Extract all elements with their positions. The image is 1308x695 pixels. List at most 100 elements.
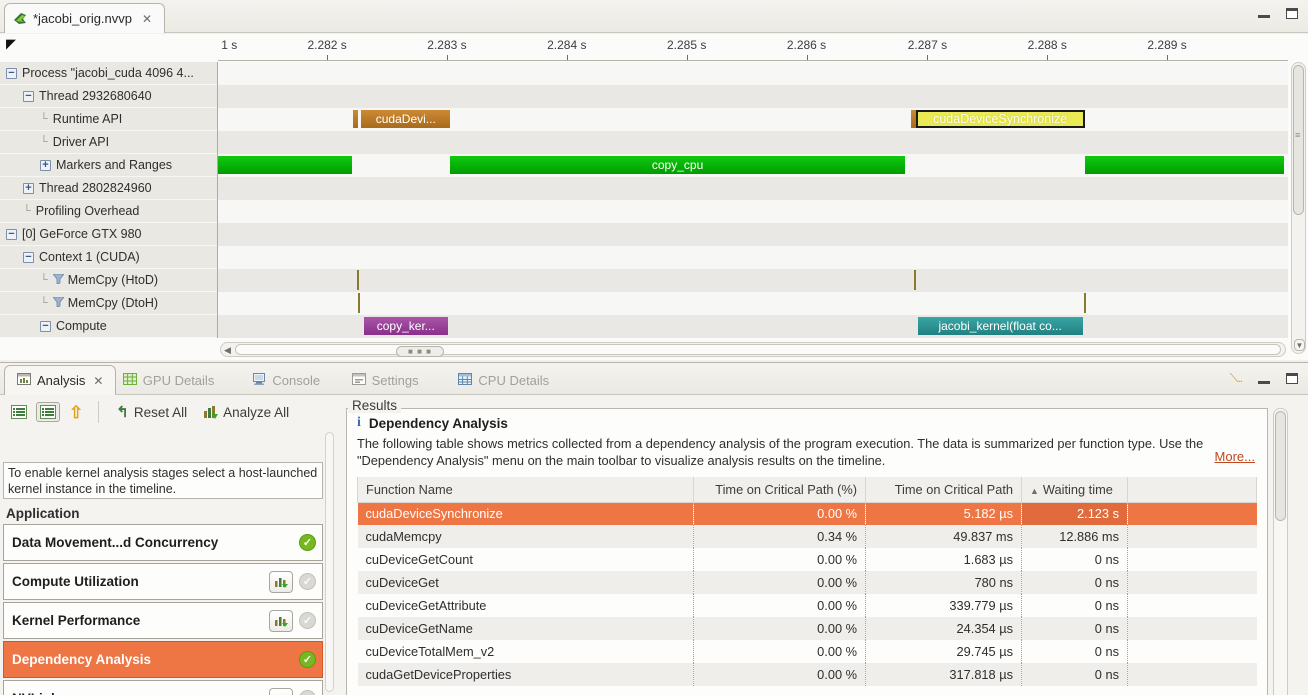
stage-card-data-movement-d-concurrency[interactable]: Data Movement...d Concurrency ✓ bbox=[3, 524, 323, 561]
table-row[interactable]: cuDeviceTotalMem_v2 0.00 % 29.745 µs 0 ns bbox=[357, 640, 1257, 663]
cell-function-name: cuDeviceGet bbox=[357, 571, 694, 594]
memcpy-tick[interactable] bbox=[358, 293, 361, 313]
cell-value: 0 ns bbox=[1021, 548, 1128, 571]
column-header-time-on-critical-path[interactable]: Time on Critical Path bbox=[865, 477, 1022, 503]
interval-bar[interactable] bbox=[218, 156, 352, 174]
table-row[interactable]: cuDeviceGetName 0.00 % 24.354 µs 0 ns bbox=[357, 617, 1257, 640]
reset-all-button[interactable]: ↰ Reset All bbox=[111, 403, 192, 422]
tree-row-runtime-api[interactable]: └ Runtime API bbox=[0, 108, 217, 131]
collapse-icon[interactable]: − bbox=[23, 90, 34, 102]
cell-function-name: cudaGetDeviceProperties bbox=[357, 663, 694, 686]
interval-bar[interactable] bbox=[1084, 156, 1284, 174]
tree-row-driver-api[interactable]: └ Driver API bbox=[0, 131, 217, 154]
collapse-icon[interactable]: − bbox=[6, 67, 17, 79]
tree-row-thread-2802824960[interactable]: + Thread 2802824960 bbox=[0, 177, 217, 200]
cell-value: 0.00 % bbox=[693, 571, 866, 594]
results-scroll-thumb[interactable] bbox=[1275, 411, 1286, 521]
tree-row-label: Process "jacobi_cuda 4096 4... bbox=[22, 66, 194, 80]
vscroll-down-arrow-icon[interactable]: ▼ bbox=[1294, 339, 1305, 351]
hscroll-track[interactable]: ■ ■ ■ bbox=[235, 344, 1281, 357]
timeline-row bbox=[218, 246, 1288, 269]
cell-empty bbox=[1127, 525, 1257, 548]
results-box: i Dependency Analysis The following tabl… bbox=[346, 408, 1268, 695]
table-row[interactable]: cudaMemcpy 0.34 % 49.837 ms 12.886 ms bbox=[357, 525, 1257, 548]
cell-value: 0 ns bbox=[1021, 663, 1128, 686]
tab-close-icon[interactable]: ✕ bbox=[142, 11, 153, 26]
tab-console[interactable]: Console bbox=[240, 365, 332, 395]
tree-row-context-1-cuda-[interactable]: − Context 1 (CUDA) bbox=[0, 246, 217, 269]
hscroll-thumb[interactable]: ■ ■ ■ bbox=[396, 346, 444, 357]
stage-card-compute-utilization[interactable]: Compute Utilization ✓ bbox=[3, 563, 323, 600]
interval-bar-copy-cpu[interactable]: copy_cpu bbox=[450, 156, 905, 174]
tab-close-icon[interactable]: ✕ bbox=[93, 373, 104, 388]
cell-value: 29.745 µs bbox=[865, 640, 1022, 663]
interval-bar-copy-ker-[interactable]: copy_ker... bbox=[363, 317, 449, 335]
expand-icon[interactable]: + bbox=[23, 182, 34, 194]
hscroll-left-arrow-icon[interactable]: ◀ bbox=[224, 345, 231, 355]
tree-row-markers-and-ranges[interactable]: + Markers and Ranges bbox=[0, 154, 217, 177]
ruler-tick-label: 1 s bbox=[221, 38, 238, 52]
tree-row-process-jacobi-cuda-4096-4-[interactable]: − Process "jacobi_cuda 4096 4... bbox=[0, 62, 217, 85]
interval-bar-cudadevicesynchronize[interactable]: cudaDeviceSynchronize bbox=[915, 110, 1085, 128]
memcpy-tick[interactable] bbox=[1083, 293, 1086, 313]
stage-chart-button[interactable] bbox=[269, 687, 293, 695]
timeline-horizontal-scrollbar[interactable]: ◀ ■ ■ ■ bbox=[220, 342, 1286, 357]
stage-card-kernel-performance[interactable]: Kernel Performance ✓ bbox=[3, 602, 323, 639]
tab-gpu-details[interactable]: GPU Details bbox=[111, 365, 227, 395]
guided-analysis-view-button[interactable] bbox=[8, 403, 30, 421]
tree-row-memcpy-htod-[interactable]: └ MemCpy (HtoD) bbox=[0, 269, 217, 292]
vscroll-thumb[interactable] bbox=[1293, 65, 1304, 215]
panel-minimize-icon[interactable] bbox=[1258, 374, 1270, 384]
analyze-all-button[interactable]: Analyze All bbox=[198, 403, 294, 422]
column-header-waiting-time[interactable]: ▲ Waiting time bbox=[1021, 477, 1128, 503]
toolbar-separator bbox=[98, 401, 100, 423]
panel-maximize-icon[interactable] bbox=[1286, 373, 1298, 384]
interval-bar[interactable] bbox=[911, 110, 916, 128]
collapse-icon[interactable]: − bbox=[40, 320, 51, 332]
collapse-icon[interactable]: − bbox=[23, 251, 34, 263]
memcpy-tick[interactable] bbox=[357, 270, 360, 290]
interval-bar[interactable] bbox=[352, 110, 359, 128]
promote-stage-button[interactable]: ⇧ bbox=[66, 402, 86, 423]
table-row[interactable]: cuDeviceGet 0.00 % 780 ns 0 ns bbox=[357, 571, 1257, 594]
cell-function-name: cuDeviceGetCount bbox=[357, 548, 694, 571]
stage-chart-button[interactable] bbox=[269, 609, 293, 632]
stage-card-nvlink[interactable]: NVLink ✓ bbox=[3, 680, 323, 695]
collapse-icon[interactable]: − bbox=[6, 228, 17, 240]
timeline-vertical-scrollbar[interactable]: ≡ ▼ bbox=[1291, 62, 1306, 354]
editor-tab-jacobi[interactable]: *jacobi_orig.nvvp ✕ bbox=[4, 3, 166, 33]
view-menu-icon[interactable]: ⟍.. bbox=[1229, 371, 1243, 385]
bottom-tabbar: CPU Details Settings Console GPU Details Ana… bbox=[0, 363, 1308, 395]
memcpy-tick[interactable] bbox=[913, 270, 916, 290]
tab-analysis[interactable]: Analysis ✕ bbox=[4, 365, 117, 395]
tree-row--0-geforce-gtx-980[interactable]: − [0] GeForce GTX 980 bbox=[0, 223, 217, 246]
cell-value: 12.886 ms bbox=[1021, 525, 1128, 548]
tree-row-compute[interactable]: − Compute bbox=[0, 315, 217, 338]
stage-card-dependency-analysis[interactable]: Dependency Analysis ✓ bbox=[3, 641, 323, 678]
tree-row-profiling-overhead[interactable]: └ Profiling Overhead bbox=[0, 200, 217, 223]
tree-row-thread-2932680640[interactable]: − Thread 2932680640 bbox=[0, 85, 217, 108]
interval-bar-jacobi-kernel-float-co-[interactable]: jacobi_kernel(float co... bbox=[917, 317, 1083, 335]
table-row[interactable]: cuDeviceGetCount 0.00 % 1.683 µs 0 ns bbox=[357, 548, 1257, 571]
column-header-time-on-critical-path-[interactable]: Time on Critical Path (%) bbox=[693, 477, 866, 503]
tab-cpu-details[interactable]: CPU Details bbox=[446, 365, 561, 395]
table-row[interactable]: cuDeviceGetAttribute 0.00 % 339.779 µs 0 ns bbox=[357, 594, 1257, 617]
interval-bar-cudadevi-[interactable]: cudaDevi... bbox=[361, 110, 451, 128]
results-scrollbar[interactable] bbox=[1273, 408, 1288, 695]
more-link[interactable]: More... bbox=[1214, 449, 1255, 464]
maximize-icon[interactable] bbox=[1286, 8, 1298, 19]
table-row[interactable]: cudaDeviceSynchronize 0.00 % 5.182 µs 2.123… bbox=[357, 502, 1257, 525]
minimize-icon[interactable] bbox=[1258, 8, 1270, 18]
ruler-tick-mark bbox=[806, 55, 808, 60]
unguided-analysis-view-button[interactable] bbox=[36, 402, 60, 422]
analysis-sidebar-scrollbar[interactable] bbox=[325, 432, 334, 692]
analyze-chart-icon bbox=[204, 406, 219, 419]
gpu-details-icon bbox=[122, 372, 137, 388]
tree-row-memcpy-dtoh-[interactable]: └ MemCpy (DtoH) bbox=[0, 292, 217, 315]
timeline-row bbox=[218, 200, 1288, 223]
expand-icon[interactable]: + bbox=[40, 159, 51, 171]
column-header-function-name[interactable]: Function Name bbox=[357, 477, 694, 503]
tab-settings[interactable]: Settings bbox=[340, 365, 431, 395]
stage-chart-button[interactable] bbox=[269, 570, 293, 593]
table-row[interactable]: cudaGetDeviceProperties 0.00 % 317.818 µs 0… bbox=[357, 663, 1257, 686]
